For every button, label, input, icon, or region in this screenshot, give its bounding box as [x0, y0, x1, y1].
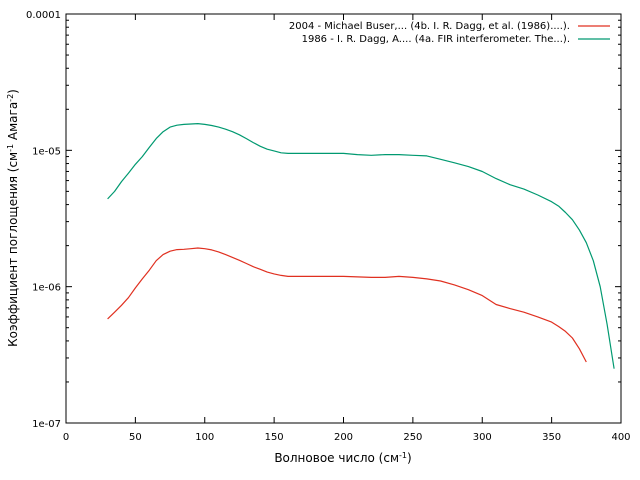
y-tick-label: 1e-07: [32, 419, 61, 430]
x-tick-label: 0: [63, 432, 69, 443]
x-tick-label: 50: [129, 432, 142, 443]
series-line-2: [107, 123, 615, 369]
series-line-1: [107, 247, 587, 363]
x-tick-label: 100: [195, 432, 214, 443]
x-tick-label: 150: [265, 432, 284, 443]
series-layer: [107, 123, 615, 369]
x-tick-label: 300: [473, 432, 492, 443]
x-tick-label: 250: [403, 432, 422, 443]
x-tick-label: 400: [611, 432, 630, 443]
y-axis-title: Коэффициент поглощения (см-1 Амага-2): [6, 89, 21, 347]
y-tick-label: 0.0001: [26, 10, 61, 21]
plot-frame: [65, 13, 622, 424]
x-tick-label: 200: [334, 432, 353, 443]
legend-label-2: 1986 - I. R. Dagg, A.... (4a. FIR interf…: [302, 34, 570, 45]
legend: 2004 - Michael Buser,... (4b. I. R. Dagg…: [289, 21, 610, 45]
y-axis: 1e-07 1e-06 1e-05 0.0001: [26, 10, 621, 430]
x-tick-label: 350: [542, 432, 561, 443]
x-axis-title: Волновое число (см-1): [274, 451, 411, 466]
y-tick-label: 1e-05: [32, 146, 61, 157]
x-axis: 0 50 100 150 200 250 300 350 400: [63, 14, 631, 443]
y-tick-label: 1e-06: [32, 283, 61, 294]
legend-label-1: 2004 - Michael Buser,... (4b. I. R. Dagg…: [289, 21, 570, 32]
